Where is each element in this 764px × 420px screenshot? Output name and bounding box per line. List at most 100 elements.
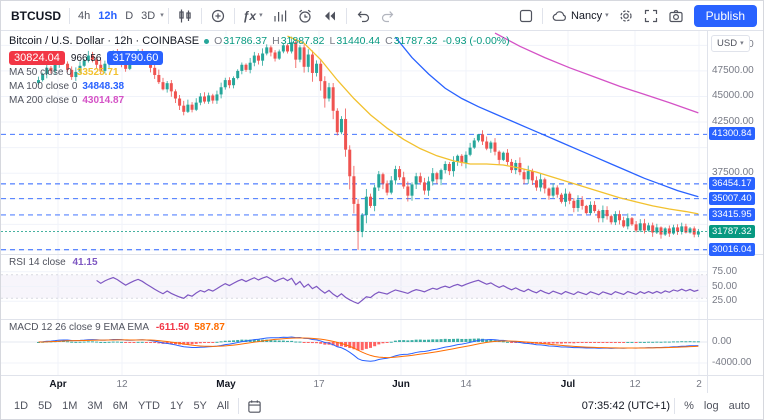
range-button-1M[interactable]: 1M xyxy=(57,398,82,414)
candle xyxy=(671,227,675,234)
interval-button-3D[interactable]: 3D xyxy=(137,8,159,24)
bar-replay-button[interactable] xyxy=(318,5,342,27)
candle xyxy=(576,199,580,208)
macd-histogram-bar xyxy=(99,341,103,343)
publish-button[interactable]: Publish xyxy=(693,4,757,27)
range-button-1Y[interactable]: 1Y xyxy=(165,398,188,414)
spread-value: 966.56 xyxy=(70,52,102,64)
candle xyxy=(348,149,352,177)
candle xyxy=(547,188,551,196)
macd-histogram-bar xyxy=(236,339,240,342)
range-button-3M[interactable]: 3M xyxy=(82,398,107,414)
macd-histogram-bar xyxy=(410,340,414,342)
macd-histogram-bar xyxy=(140,341,144,343)
scale-mode-%[interactable]: % xyxy=(679,398,699,414)
candle xyxy=(389,180,393,193)
toolbar-right: Nancy ▾ Publish xyxy=(514,4,757,27)
macd-histogram-bar xyxy=(335,342,339,347)
candle xyxy=(169,83,173,92)
compare-button[interactable] xyxy=(206,5,230,27)
macd-histogram-bar xyxy=(136,341,140,343)
price-pane[interactable] xyxy=(1,31,707,254)
scale-mode-auto[interactable]: auto xyxy=(724,398,755,414)
candle xyxy=(588,204,592,214)
candle xyxy=(236,70,240,79)
candle xyxy=(501,152,505,160)
redo-button[interactable] xyxy=(376,5,400,27)
chart-properties-button[interactable] xyxy=(614,5,638,27)
candle xyxy=(265,47,269,54)
candle xyxy=(526,171,530,180)
macd-histogram-bar xyxy=(70,341,74,343)
time-axis[interactable]: Apr 12 May 17 Jun 14 Jul 12 2 xyxy=(1,376,707,394)
macd-line xyxy=(38,336,699,362)
pane-separator[interactable] xyxy=(1,319,763,320)
sell-price-button[interactable]: 30824.04 xyxy=(9,51,65,65)
symbol-button[interactable]: BTCUSD xyxy=(7,5,65,27)
compare-plus-icon xyxy=(211,9,224,22)
candle xyxy=(182,105,186,112)
macd-histogram-bar xyxy=(124,342,128,343)
buy-price-button[interactable]: 31790.60 xyxy=(107,51,164,65)
separator xyxy=(167,7,169,24)
indicator-templates-button[interactable] xyxy=(268,5,292,27)
candle xyxy=(327,87,331,99)
candle xyxy=(277,51,281,59)
candle xyxy=(634,224,638,231)
interval-button-4h[interactable]: 4h xyxy=(74,8,94,24)
scale-mode-buttons: % log auto xyxy=(679,398,755,414)
cloud-account-button[interactable]: Nancy ▾ xyxy=(547,5,613,27)
candle xyxy=(584,205,588,214)
candle xyxy=(464,154,468,163)
macd-histogram-bar xyxy=(642,341,646,343)
fullscreen-button[interactable] xyxy=(639,5,663,27)
candle xyxy=(522,172,526,180)
candle xyxy=(223,80,227,88)
scale-mode-log[interactable]: log xyxy=(699,398,724,414)
chart-style-button[interactable] xyxy=(173,5,197,27)
candle xyxy=(402,177,406,187)
macd-histogram-bar xyxy=(555,342,559,344)
macd-histogram-bar xyxy=(543,342,547,344)
price-change: -0.93 (-0.00%) xyxy=(442,35,510,47)
candle xyxy=(493,142,497,152)
range-button-YTD[interactable]: YTD xyxy=(133,398,165,414)
go-to-date-button[interactable] xyxy=(243,395,266,417)
time-axis-label: 12 xyxy=(116,379,128,390)
range-button-All[interactable]: All xyxy=(212,398,234,414)
rsi-line xyxy=(96,275,699,305)
macd-histogram-bar xyxy=(111,341,115,343)
clock[interactable]: 07:35:42 (UTC+1) xyxy=(581,400,671,412)
macd-histogram-bar xyxy=(626,341,630,343)
candle xyxy=(240,64,244,71)
undo-button[interactable] xyxy=(351,5,375,27)
range-button-6M[interactable]: 6M xyxy=(108,398,133,414)
layout-button[interactable] xyxy=(514,5,538,27)
range-button-5Y[interactable]: 5Y xyxy=(188,398,211,414)
alert-button[interactable] xyxy=(293,5,317,27)
range-button-5D[interactable]: 5D xyxy=(33,398,57,414)
macd-pane[interactable] xyxy=(1,319,707,375)
candle xyxy=(269,47,273,53)
interval-button-D[interactable]: D xyxy=(121,8,137,24)
ma-legend-row: MA 100 close 0 34848.38 xyxy=(9,81,125,92)
account-caret-icon: ▾ xyxy=(605,12,609,19)
price-tick-label: 42500.00 xyxy=(712,116,754,128)
intervals-caret-icon[interactable]: ▾ xyxy=(160,12,164,19)
candle xyxy=(53,64,57,71)
candle xyxy=(37,80,40,84)
indicators-caret-icon: ▾ xyxy=(259,12,263,19)
screenshot-button[interactable] xyxy=(664,5,688,27)
time-axis-label: Jun xyxy=(392,379,410,390)
macd-histogram-bar xyxy=(207,342,211,343)
rsi-pane[interactable] xyxy=(1,254,707,319)
indicators-button[interactable]: ƒx ▾ xyxy=(239,5,267,27)
range-button-1D[interactable]: 1D xyxy=(9,398,33,414)
interval-button-12h[interactable]: 12h xyxy=(94,8,121,24)
ohlc-O: O31786.37 xyxy=(214,35,268,47)
symbol-description[interactable]: Bitcoin / U.S. Dollar · 12h · COINBASE xyxy=(9,35,200,47)
currency-toggle[interactable]: USD ▾ xyxy=(711,35,750,52)
candle xyxy=(435,173,439,180)
pane-separator[interactable] xyxy=(1,254,763,255)
bid-ask-row: 30824.04 966.56 31790.60 xyxy=(9,51,510,65)
